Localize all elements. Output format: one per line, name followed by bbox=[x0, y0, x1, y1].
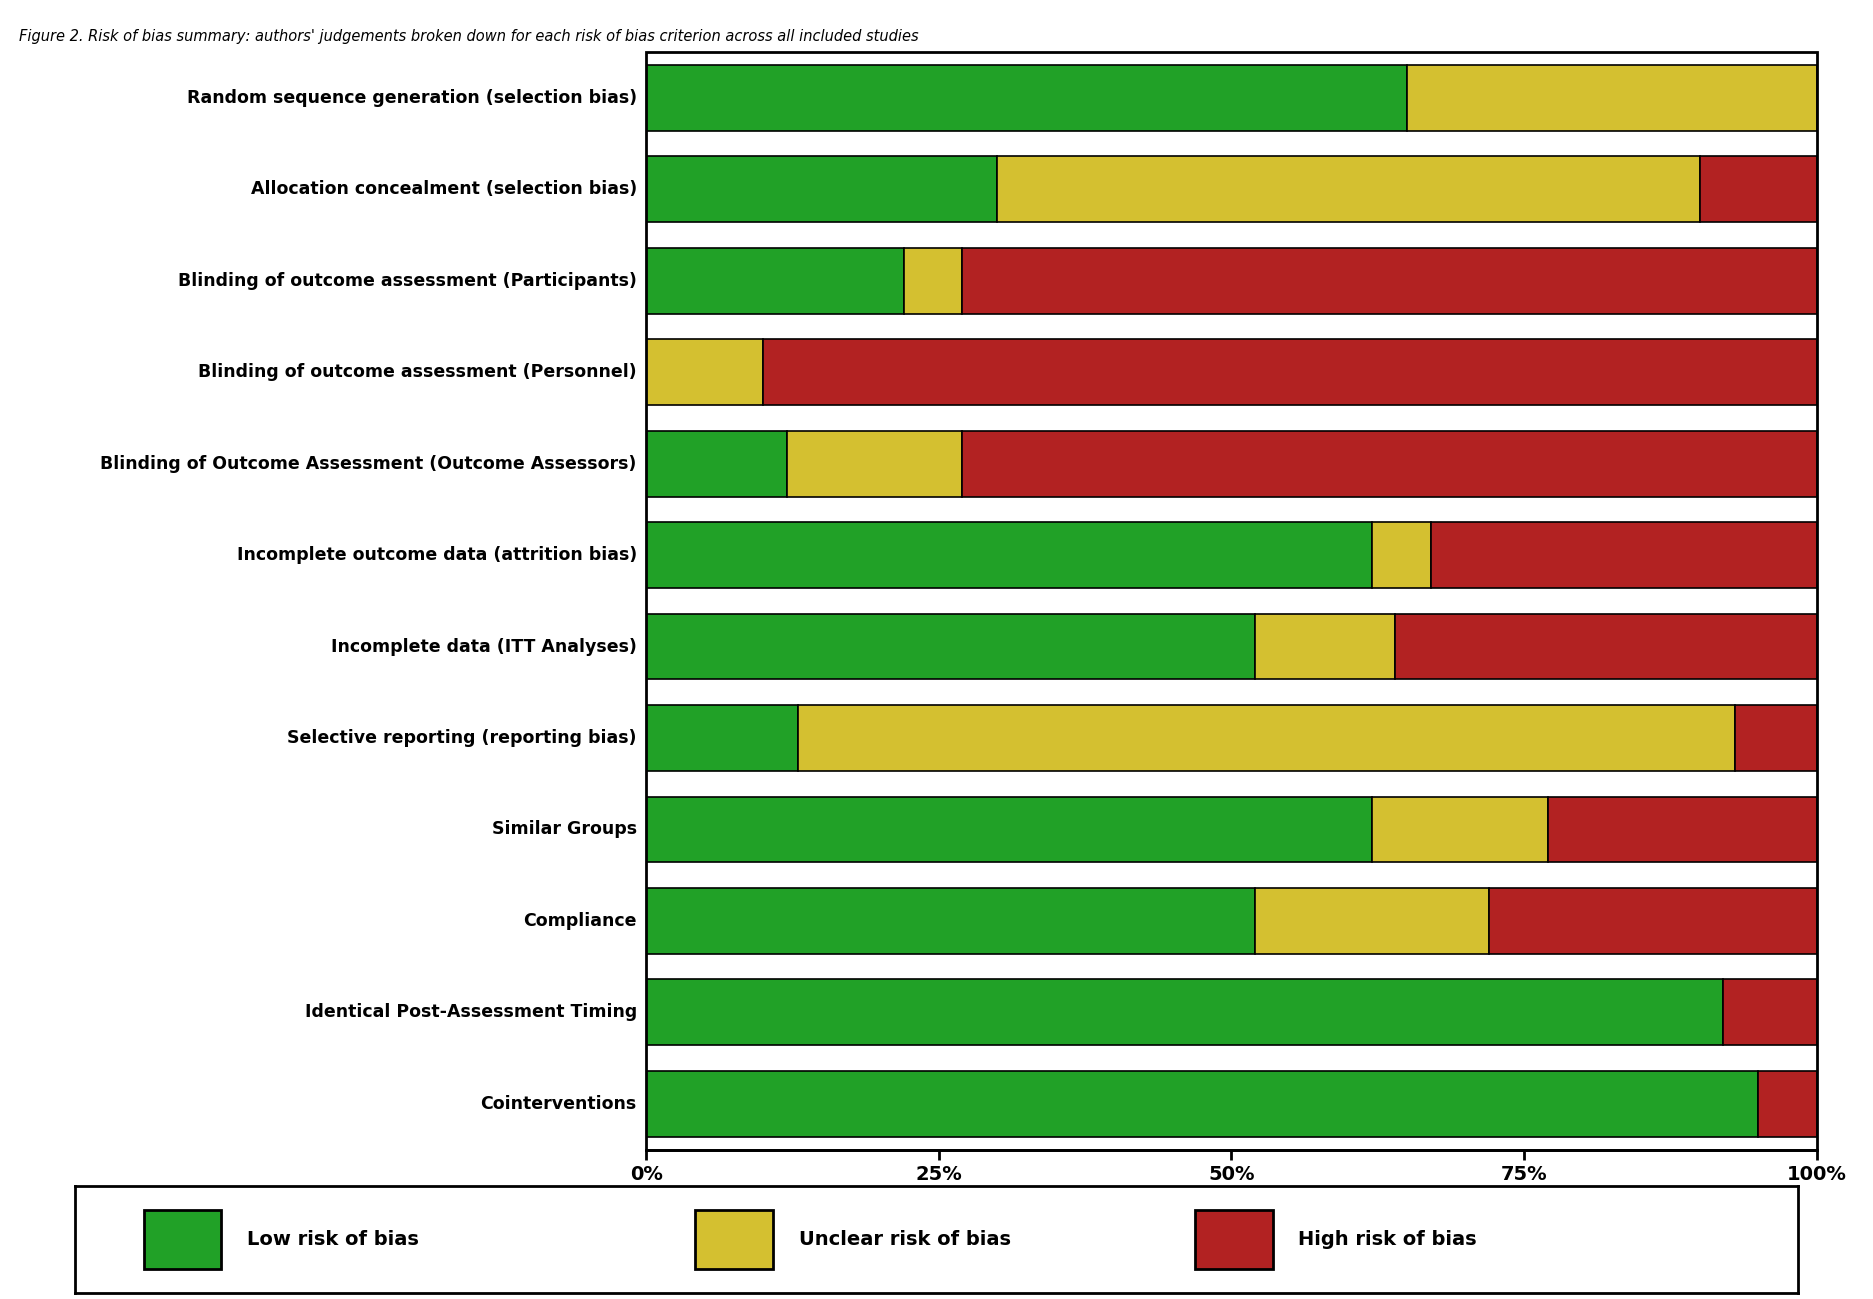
Bar bbox=[646, 431, 787, 496]
Bar bbox=[963, 431, 1817, 496]
Text: Identical Post-Assessment Timing: Identical Post-Assessment Timing bbox=[305, 1003, 637, 1021]
Text: Incomplete outcome data (attrition bias): Incomplete outcome data (attrition bias) bbox=[236, 546, 637, 564]
Bar bbox=[1699, 156, 1817, 222]
Text: High risk of bias: High risk of bias bbox=[1298, 1230, 1478, 1248]
Text: Blinding of Outcome Assessment (Outcome Assessors): Blinding of Outcome Assessment (Outcome … bbox=[101, 455, 637, 473]
Bar bbox=[646, 889, 1255, 953]
Bar bbox=[646, 248, 903, 313]
Text: Selective reporting (reporting bias): Selective reporting (reporting bias) bbox=[287, 729, 637, 747]
Text: Unclear risk of bias: Unclear risk of bias bbox=[798, 1230, 1011, 1248]
Bar bbox=[1395, 613, 1817, 679]
Bar bbox=[646, 705, 798, 770]
Bar bbox=[996, 156, 1699, 222]
Text: Similar Groups: Similar Groups bbox=[493, 821, 637, 838]
Text: Compliance: Compliance bbox=[523, 912, 637, 930]
Bar bbox=[646, 522, 1371, 588]
Text: Allocation concealment (selection bias): Allocation concealment (selection bias) bbox=[251, 181, 637, 199]
Bar bbox=[798, 705, 1734, 770]
Text: Low risk of bias: Low risk of bias bbox=[247, 1230, 420, 1248]
Bar bbox=[646, 796, 1371, 863]
Bar bbox=[646, 339, 764, 405]
Bar bbox=[646, 979, 1723, 1046]
Bar bbox=[1547, 796, 1817, 863]
Bar bbox=[646, 65, 1407, 131]
Bar bbox=[646, 613, 1255, 679]
Text: Cointerventions: Cointerventions bbox=[481, 1095, 637, 1113]
Bar bbox=[1759, 1070, 1817, 1137]
Bar bbox=[1195, 1211, 1272, 1269]
Bar bbox=[695, 1211, 774, 1269]
Bar bbox=[646, 1070, 1759, 1137]
Bar bbox=[144, 1211, 221, 1269]
Bar bbox=[963, 248, 1817, 313]
Bar bbox=[646, 156, 996, 222]
Bar bbox=[1407, 65, 1817, 131]
Bar bbox=[1371, 522, 1431, 588]
Bar bbox=[764, 339, 1817, 405]
Bar bbox=[1489, 889, 1817, 953]
Bar bbox=[1255, 613, 1395, 679]
Bar bbox=[787, 431, 963, 496]
Text: Figure 2. Risk of bias summary: authors' judgements broken down for each risk of: Figure 2. Risk of bias summary: authors'… bbox=[19, 29, 918, 44]
Text: Blinding of outcome assessment (Personnel): Blinding of outcome assessment (Personne… bbox=[199, 364, 637, 381]
Text: Random sequence generation (selection bias): Random sequence generation (selection bi… bbox=[187, 88, 637, 107]
Bar bbox=[1255, 889, 1489, 953]
Bar bbox=[1431, 522, 1817, 588]
Bar bbox=[1723, 979, 1817, 1046]
Bar bbox=[903, 248, 963, 313]
Text: Blinding of outcome assessment (Participants): Blinding of outcome assessment (Particip… bbox=[178, 271, 637, 290]
Bar bbox=[1734, 705, 1817, 770]
Bar bbox=[1371, 796, 1547, 863]
Text: Incomplete data (ITT Analyses): Incomplete data (ITT Analyses) bbox=[332, 638, 637, 656]
